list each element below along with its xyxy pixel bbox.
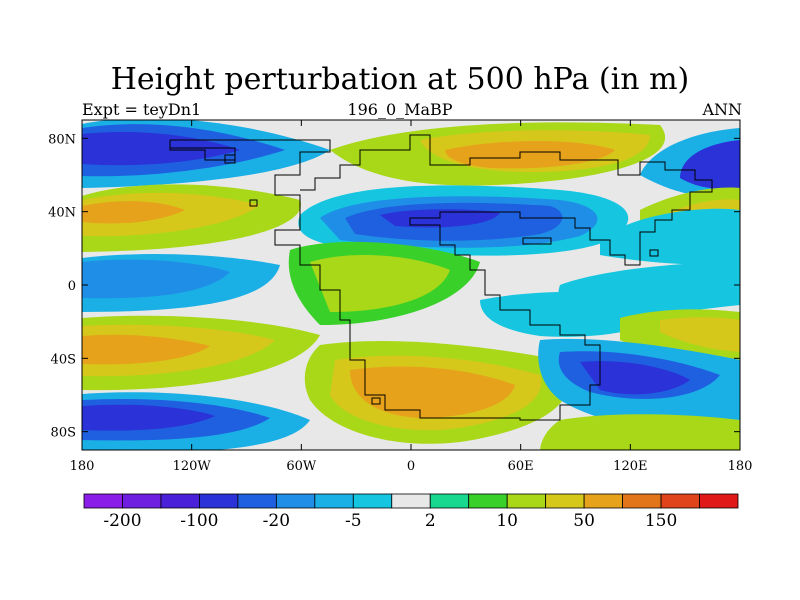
colorbar-label: -5 <box>345 511 362 531</box>
colorbar-bin <box>199 493 239 509</box>
sh-high-south-core <box>350 366 515 418</box>
tropical-high-core <box>310 255 450 312</box>
y-tick-label: 40S <box>51 352 76 367</box>
colorbar-label: -200 <box>103 511 141 531</box>
experiment-label: Expt = teyDn1 <box>82 100 202 119</box>
colorbar-bin <box>699 493 739 509</box>
colorbar-bin <box>352 493 393 509</box>
coastline-north <box>169 140 236 161</box>
colorbar-bin <box>237 493 277 509</box>
x-tick-label: 180 <box>728 459 753 474</box>
x-tick-label: 120E <box>613 459 647 474</box>
y-tick-label: 0 <box>68 279 76 294</box>
colorbar-bin <box>83 493 123 509</box>
colorbar-bin <box>429 493 470 509</box>
colorbar-label: 10 <box>496 511 518 531</box>
colorbar-bin <box>545 493 585 509</box>
colorbar-label: -20 <box>263 511 290 531</box>
colorbar-bin <box>275 493 316 509</box>
antarctic-low-east-core <box>580 361 690 395</box>
nh-high-west-core <box>82 201 185 224</box>
sh-high-southeast <box>540 414 740 450</box>
colorbar-bin <box>314 493 354 509</box>
contour-field <box>82 120 740 450</box>
colorbar-bin <box>160 493 200 509</box>
x-tick-label: 60W <box>286 459 317 474</box>
pacific-low-north <box>600 208 740 265</box>
season-label: ANN <box>702 100 742 119</box>
island-outline-4 <box>522 237 552 245</box>
continent-outline <box>170 134 713 421</box>
colorbar-bin <box>583 493 623 509</box>
map-axes: 180 120W 60W 0 60E 120E 180 80N 40N 0 40S 80S <box>48 120 752 474</box>
x-tick-label: 0 <box>407 459 415 474</box>
tropical-low-west-core <box>82 259 230 299</box>
y-tick-label: 40N <box>48 206 76 221</box>
colorbar-bin <box>660 493 700 509</box>
x-tick-label: 180 <box>70 459 95 474</box>
sh-high-west-core <box>82 334 210 365</box>
x-tick-label: 120W <box>173 459 212 474</box>
colorbar-bin <box>506 493 547 509</box>
y-tick-label: 80N <box>48 132 76 147</box>
colorbar-bin <box>391 493 431 509</box>
colorbar-bin <box>122 493 162 509</box>
island-outline-1 <box>224 154 236 164</box>
antarctic-low-west-core <box>82 404 215 431</box>
colorbar-label: -100 <box>180 511 218 531</box>
y-tick-label: 80S <box>51 426 76 441</box>
sh-high-east-core <box>660 317 740 352</box>
colorbar-label: 50 <box>573 511 595 531</box>
nh-high-north-core <box>445 141 615 169</box>
island-outline-2 <box>249 199 258 207</box>
island-outline-5 <box>649 249 659 257</box>
colorbar-bin <box>468 493 508 509</box>
time-label: 196_0_MaBP <box>347 100 453 119</box>
colorbar-label: 2 <box>425 511 436 531</box>
map-title: Height perturbation at 500 hPa (in m) <box>110 62 690 97</box>
colorbar-bin <box>622 493 662 509</box>
island-outline-3 <box>371 397 381 405</box>
colorbar: -200 -100 -20 -5 2 10 50 150 <box>83 493 739 531</box>
colorbar-label: 150 <box>645 511 677 531</box>
x-tick-label: 60E <box>508 459 534 474</box>
